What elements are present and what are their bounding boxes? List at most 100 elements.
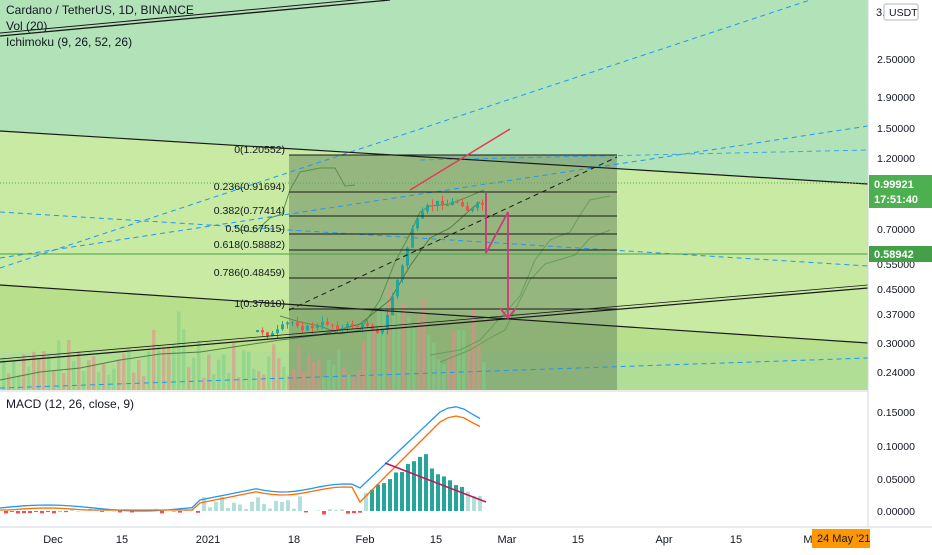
volume-bar (302, 371, 306, 390)
volume-bar (372, 332, 376, 390)
candle-body (321, 322, 324, 326)
volume-bar (402, 303, 406, 390)
volume-bar (467, 350, 471, 390)
macd-tick-label: 0.10000 (877, 441, 915, 453)
volume-bar (432, 342, 436, 390)
macd-hist-bar (298, 496, 302, 511)
macd-hist-bar (352, 511, 356, 513)
candle-body (481, 203, 484, 205)
volume-bar (107, 375, 111, 390)
volume-indicator-label[interactable]: Vol (20) (6, 19, 47, 33)
volume-bar (347, 375, 351, 390)
candle-body (351, 324, 354, 326)
candle-body (421, 211, 424, 218)
macd-hist-bar (214, 502, 218, 511)
volume-bar (172, 344, 176, 390)
price-tick-label: 1.90000 (877, 92, 915, 104)
volume-bar (337, 349, 341, 390)
macd-pane[interactable] (0, 407, 486, 515)
price-tick-label: 1.20000 (877, 153, 915, 165)
candle-body (366, 323, 369, 325)
candle-body (471, 208, 474, 210)
macd-indicator-label[interactable]: MACD (12, 26, close, 9) (6, 397, 134, 411)
volume-bar (357, 371, 361, 390)
time-tick-label: 15 (572, 534, 584, 546)
volume-bar (52, 371, 56, 390)
volume-bar (232, 342, 236, 390)
volume-bar (147, 351, 151, 390)
volume-bar (237, 377, 241, 390)
volume-bar (87, 360, 91, 390)
time-tick-label: Dec (43, 534, 63, 546)
candle-body (476, 203, 479, 208)
macd-hist-bar (250, 502, 254, 511)
candle-body (396, 280, 399, 296)
macd-hist-bar (238, 504, 242, 511)
macd-hist-bar (442, 476, 446, 511)
volume-bar (342, 367, 346, 390)
volume-bar (257, 371, 261, 390)
volume-bar (317, 359, 321, 390)
candle-body (456, 202, 459, 203)
candle-body (296, 322, 299, 326)
volume-bar (42, 351, 46, 390)
volume-bar (167, 346, 171, 390)
volume-bar (352, 375, 356, 390)
macd-hist-bar (244, 509, 248, 511)
candle-body (386, 315, 389, 330)
volume-bar (397, 309, 401, 390)
macd-hist-bar (412, 461, 416, 511)
ichimoku-indicator-label[interactable]: Ichimoku (9, 26, 52, 26) (6, 35, 132, 49)
volume-bar (327, 360, 331, 390)
candle-body (316, 325, 319, 327)
current-price-label: 0.99921 (874, 179, 914, 191)
level-price-label: 0.58942 (874, 249, 914, 261)
volume-bar (292, 369, 296, 390)
currency-label: USDT (889, 7, 918, 19)
fibonacci-level-label: 0.5(0.67515) (225, 223, 285, 235)
macd-hist-bar (328, 509, 332, 511)
candle-body (361, 323, 364, 327)
macd-hist-bar (52, 511, 56, 513)
macd-hist-bar (262, 504, 266, 511)
volume-bar (102, 364, 106, 390)
volume-bar (202, 378, 206, 390)
volume-bar (227, 373, 231, 390)
macd-hist-bar (118, 511, 122, 512)
volume-bar (67, 340, 71, 390)
macd-hist-bar (46, 511, 50, 512)
fibonacci-level-label: 0.786(0.48459) (214, 267, 285, 279)
fibonacci-level-label: 0.382(0.77414) (214, 205, 285, 217)
volume-bar (367, 331, 371, 390)
candle-body (301, 326, 304, 330)
candle-body (436, 201, 439, 206)
price-axis[interactable]: 3. USDT 2.500001.900001.500001.200000.70… (868, 0, 932, 527)
macd-hist-bar (226, 508, 230, 511)
time-tick-label: 15 (730, 534, 742, 546)
candle-body (446, 205, 449, 206)
macd-histogram (4, 454, 482, 514)
price-pane[interactable]: 0(1.20552)0.236(0.91694)0.382(0.77414)0.… (0, 0, 868, 390)
macd-hist-bar (460, 487, 464, 511)
candle-body (381, 330, 384, 333)
volume-bar (267, 357, 271, 390)
candle-body (261, 330, 264, 332)
macd-hist-bar (382, 483, 386, 511)
symbol-title[interactable]: Cardano / TetherUS, 1D, BINANCE (6, 3, 194, 17)
macd-hist-bar (430, 468, 434, 511)
macd-hist-bar (100, 511, 104, 512)
macd-hist-bar (268, 509, 272, 511)
price-tick-label: 0.70000 (877, 224, 915, 236)
time-tick-label: 15 (430, 534, 442, 546)
macd-hist-bar (292, 509, 296, 511)
candle-body (281, 324, 284, 329)
volume-bar (212, 374, 216, 390)
candle-body (311, 326, 314, 328)
macd-hist-bar (274, 501, 278, 511)
macd-hist-bar (340, 509, 344, 511)
time-tick-label: M (803, 534, 812, 546)
candle-body (291, 322, 294, 323)
